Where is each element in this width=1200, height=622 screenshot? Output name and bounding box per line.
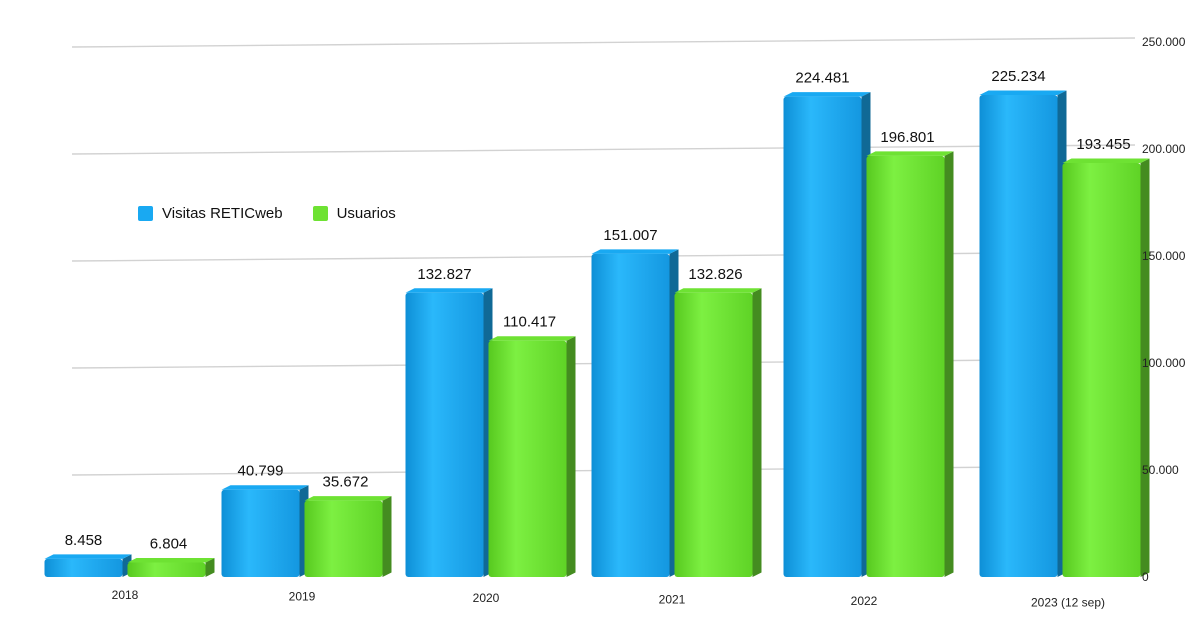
data-label: 224.481 <box>795 70 849 87</box>
legend-swatch-usuarios <box>312 206 328 221</box>
x-category-label: 2019 <box>289 590 316 604</box>
bar-side-face <box>205 557 215 577</box>
bar-usuarios <box>304 500 383 577</box>
bar-usuarios <box>488 340 567 577</box>
data-label: 132.826 <box>688 266 742 283</box>
bar-visitas <box>405 292 484 577</box>
bar-side-face <box>944 151 954 577</box>
data-label: 151.007 <box>603 227 657 244</box>
data-label: 35.672 <box>323 474 369 491</box>
data-label: 40.799 <box>238 463 284 480</box>
legend-item-visitas: Visitas RETICweb <box>138 205 283 222</box>
bar-top-face <box>866 151 954 156</box>
bar-visitas <box>221 489 300 577</box>
x-category-label: 2023 (12 sep) <box>1031 596 1105 610</box>
bar-top-face <box>405 288 493 293</box>
legend-item-usuarios: Usuarios <box>312 205 396 222</box>
legend-label-visitas: Visitas RETICweb <box>162 205 283 222</box>
legend-label-usuarios: Usuarios <box>336 205 396 222</box>
bar-visitas <box>783 96 862 577</box>
bar-top-face <box>979 90 1067 95</box>
bar-side-face <box>752 288 762 577</box>
legend-swatch-visitas <box>138 206 153 221</box>
bar-side-face <box>382 496 392 577</box>
gridline <box>71 37 1136 48</box>
data-label: 225.234 <box>991 68 1045 85</box>
data-label: 193.455 <box>1076 136 1130 153</box>
bar-top-face <box>783 92 871 97</box>
bar-top-face <box>1062 158 1150 164</box>
bar-top-face <box>591 249 679 254</box>
x-category-label: 2022 <box>851 594 878 608</box>
bar-usuarios <box>127 562 206 577</box>
bar-usuarios <box>1062 163 1141 578</box>
x-category-label: 2021 <box>659 593 686 607</box>
y-tick-label: 100.000 <box>1142 356 1186 370</box>
y-tick-label: 250.000 <box>1142 35 1186 49</box>
bar-top-face <box>44 554 132 559</box>
bar-usuarios <box>866 155 945 577</box>
y-tick-label: 200.000 <box>1142 142 1186 156</box>
bar-visitas <box>979 94 1058 577</box>
data-label: 8.458 <box>65 532 103 549</box>
legend: Visitas RETICweb Usuarios <box>138 205 426 222</box>
bar-side-face <box>566 336 576 577</box>
y-tick-label: 150.000 <box>1142 249 1186 263</box>
bar-top-face <box>304 496 392 501</box>
x-category-label: 2020 <box>473 591 500 605</box>
y-tick-label: 50.000 <box>1142 463 1179 477</box>
bar-top-face <box>488 336 576 341</box>
bar-top-face <box>127 557 215 563</box>
bar-side-face <box>1140 158 1150 578</box>
bar-usuarios <box>674 292 753 577</box>
bar-top-face <box>674 288 762 293</box>
bar-top-face <box>221 485 309 490</box>
data-label: 6.804 <box>150 535 188 552</box>
data-label: 110.417 <box>503 314 556 331</box>
data-label: 132.827 <box>417 266 471 283</box>
x-category-label: 2018 <box>112 588 139 602</box>
data-label: 196.801 <box>880 129 934 146</box>
bar-visitas <box>591 253 670 577</box>
bar-visitas <box>44 558 123 577</box>
gridline <box>71 144 1136 155</box>
y-tick-label: 0 <box>1142 570 1149 584</box>
